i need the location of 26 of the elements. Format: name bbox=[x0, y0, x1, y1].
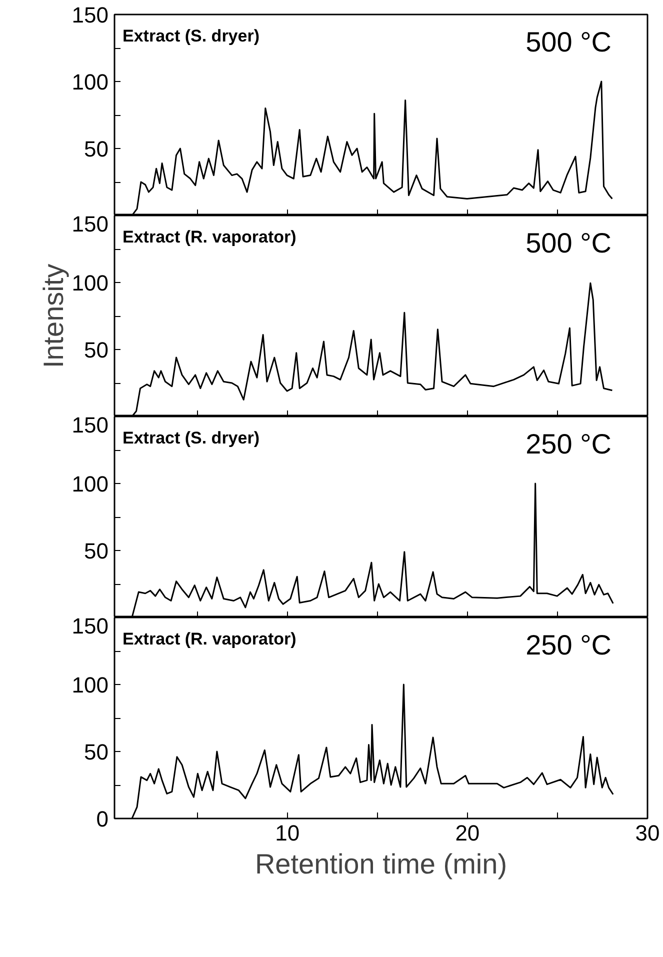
annotation: Extract (R. vaporator) bbox=[122, 630, 296, 648]
x-tick-label: 30 bbox=[635, 820, 660, 846]
y-axis-title: Intensity bbox=[38, 264, 69, 368]
y-tick-label: 150 bbox=[72, 212, 109, 236]
y-tick-label: 100 bbox=[72, 672, 109, 698]
annotation: Extract (R. vaporator) bbox=[122, 228, 296, 246]
x-tick-label: 10 bbox=[275, 820, 300, 846]
annotation: 500 °C bbox=[526, 26, 612, 58]
x-tick-label: 20 bbox=[455, 820, 480, 846]
y-tick-label: 50 bbox=[84, 136, 109, 162]
annotation: 250 °C bbox=[526, 630, 612, 660]
y-tick-label: 100 bbox=[72, 70, 109, 94]
annotation: Extract (S. dryer) bbox=[122, 26, 260, 46]
x-axis-title: Retention time (min) bbox=[254, 848, 508, 880]
y-tick-label: 50 bbox=[84, 740, 109, 764]
y-tick-label: 100 bbox=[72, 472, 109, 496]
annotation: Extract (S. dryer) bbox=[122, 428, 260, 448]
annotation: 250 °C bbox=[526, 428, 612, 460]
y-tick-label: 150 bbox=[72, 2, 109, 28]
y-tick-label: 100 bbox=[72, 270, 109, 296]
y-tick-label: 50 bbox=[84, 538, 109, 564]
y-tick-label: 150 bbox=[72, 614, 109, 638]
y-tick-label: 0 bbox=[96, 806, 109, 832]
annotation: 500 °C bbox=[526, 228, 612, 258]
y-tick-label: 150 bbox=[72, 412, 109, 438]
y-tick-label: 50 bbox=[84, 338, 109, 362]
